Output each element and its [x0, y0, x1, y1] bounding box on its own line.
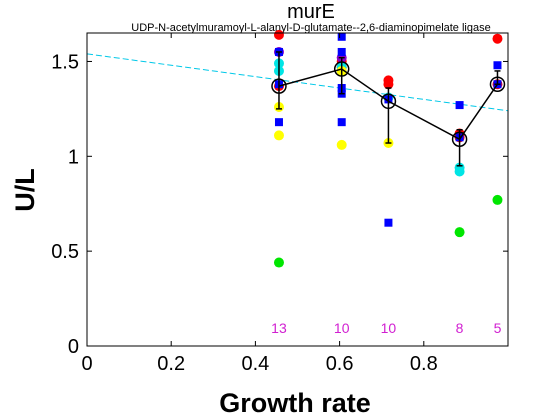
sample-count-label: 8 — [456, 320, 464, 336]
data-point — [493, 61, 501, 69]
data-point — [492, 195, 502, 205]
data-point — [384, 219, 392, 227]
data-point — [274, 258, 284, 268]
sample-count-label: 10 — [334, 320, 350, 336]
data-point — [456, 101, 464, 109]
x-axis-label: Growth rate — [219, 388, 371, 418]
x-tick-label: 0 — [81, 353, 92, 375]
plot-area: 13 10 10 8 5 — [87, 30, 508, 336]
y-tick-label: 1.5 — [51, 51, 79, 73]
x-tick-label: 0.6 — [326, 353, 354, 375]
chart-subtitle: UDP-N-acetylmuramoyl-L-alanyl-D-glutamat… — [131, 22, 490, 34]
x-tick-label: 0.2 — [157, 353, 185, 375]
data-point — [492, 34, 502, 44]
sample-count-label: 5 — [494, 320, 502, 336]
trend-line — [87, 54, 508, 111]
data-point — [338, 48, 346, 56]
data-point — [274, 130, 284, 140]
data-point — [338, 33, 346, 41]
data-point — [274, 30, 284, 40]
x-tick-label: 0.4 — [241, 353, 269, 375]
x-tick-label: 0.8 — [410, 353, 438, 375]
data-point — [455, 227, 465, 237]
y-tick-label: 0.5 — [51, 241, 79, 263]
chart-title: murE — [287, 1, 335, 23]
sample-count-label: 10 — [381, 320, 397, 336]
data-point — [275, 118, 283, 126]
y-axis-label: U/L — [10, 168, 40, 212]
axes-frame — [87, 33, 508, 346]
y-tick-label: 0 — [68, 336, 79, 358]
data-point — [338, 118, 346, 126]
sample-count-label: 13 — [271, 320, 287, 336]
y-tick-label: 1 — [68, 146, 79, 168]
data-point — [337, 140, 347, 150]
